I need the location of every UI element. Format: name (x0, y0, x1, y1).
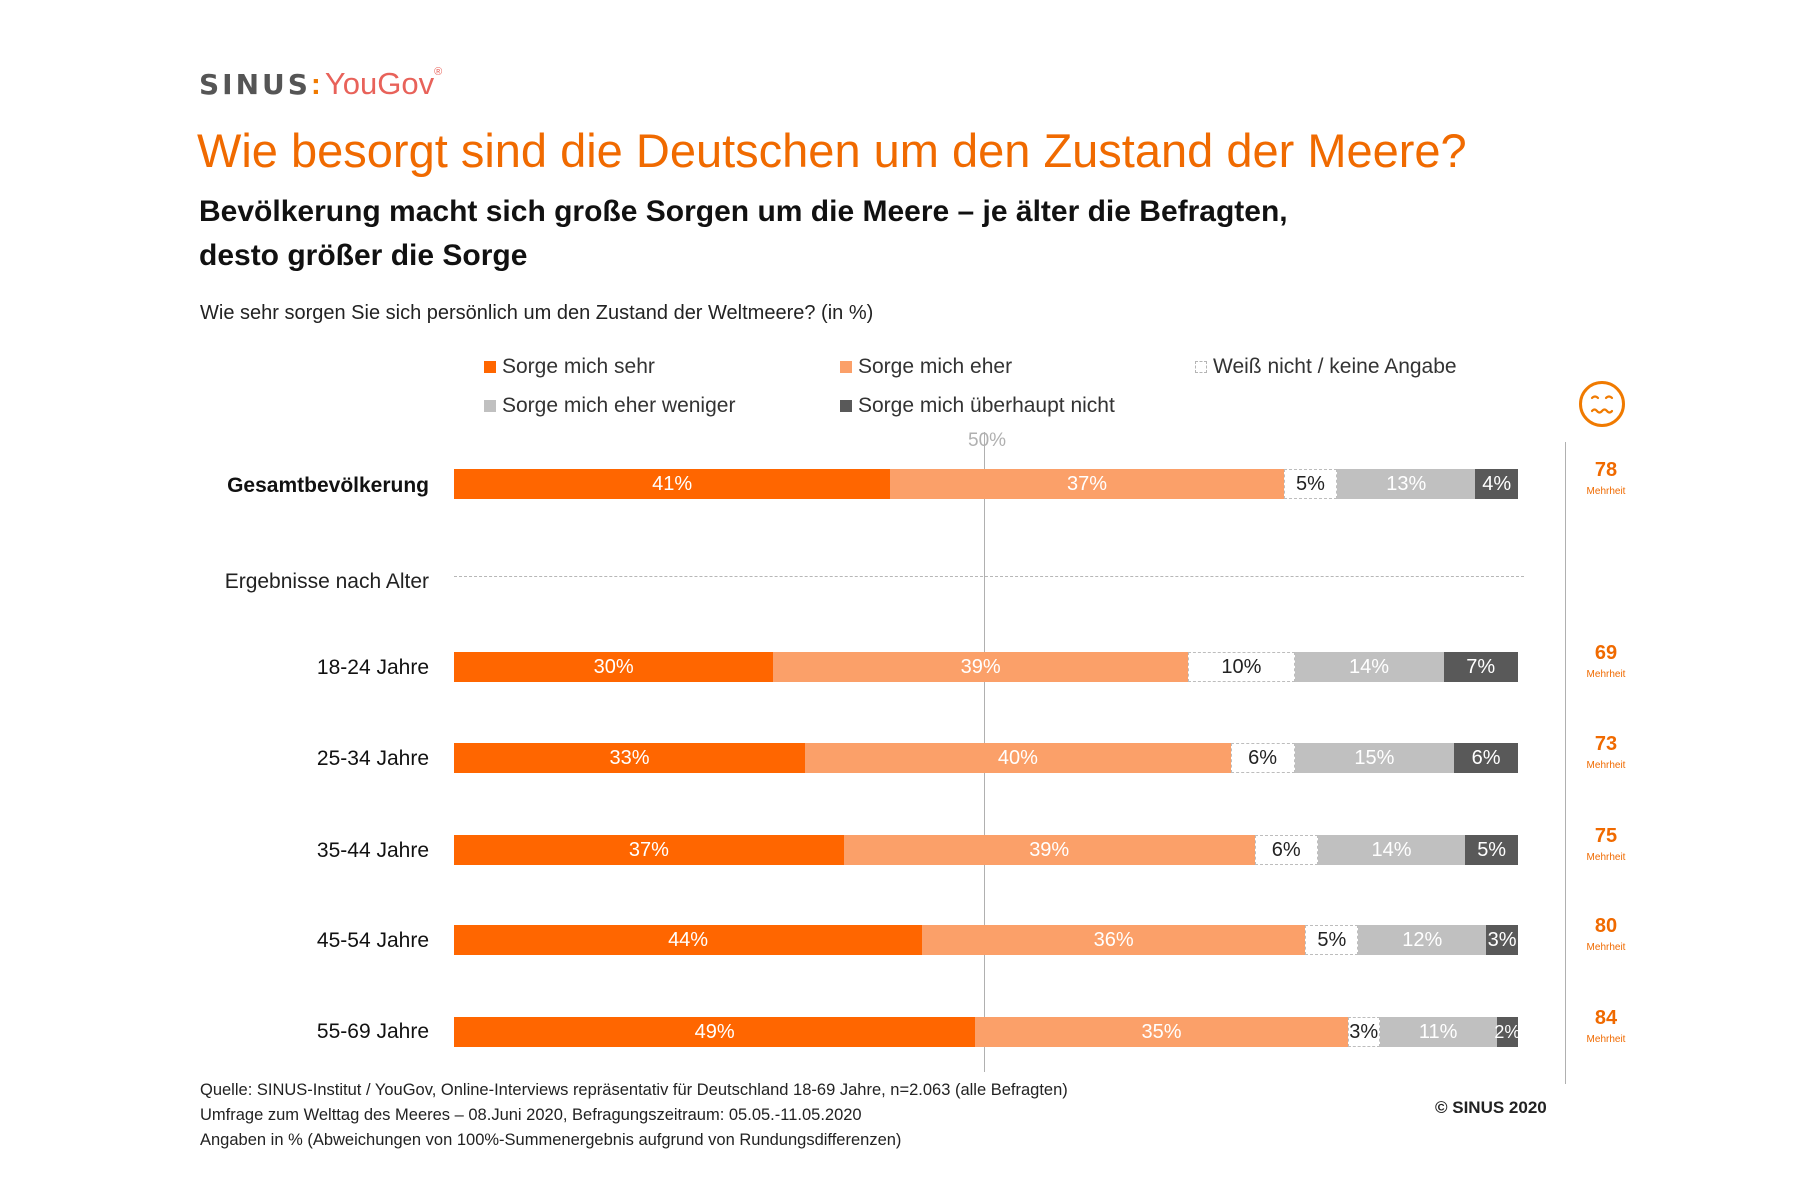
bar-segment-dk-row-1: 10% (1188, 652, 1295, 682)
legend-swatch-sehr (484, 361, 496, 373)
age-section-divider (454, 576, 1524, 577)
subtitle-line-1: Bevölkerung macht sich große Sorgen um d… (199, 195, 1288, 228)
bar-segment-sehr-row-0: 41% (454, 469, 891, 499)
legend-item-sehr: Sorge mich sehr (484, 355, 655, 379)
majority-value-row-0: 78 (1594, 459, 1618, 481)
bar-segment-eher-row-0: 37% (890, 469, 1284, 499)
sinus-yougov-logo: SINUS: YouGov® (199, 66, 442, 102)
bar-segment-sehr-row-2: 33% (454, 743, 806, 773)
worried-face-icon (1579, 381, 1625, 427)
legend-label-weniger: Sorge mich eher weniger (502, 394, 736, 417)
bar-segment-weniger-row-0: 13% (1337, 469, 1476, 499)
bar-segment-dk-row-4: 5% (1305, 925, 1359, 955)
bar-segment-eher-row-4: 36% (922, 925, 1306, 955)
source-line-3: Angaben in % (Abweichungen von 100%-Summ… (200, 1131, 902, 1149)
bar-segment-weniger-row-3: 14% (1317, 835, 1466, 865)
bar-segment-dk-row-5: 3% (1347, 1017, 1380, 1047)
row-label-45-54: 45-54 Jahre (316, 929, 429, 952)
bar-segment-eher-row-2: 40% (805, 743, 1231, 773)
bar-segment-eher-row-1: 39% (773, 652, 1189, 682)
bar-segment-weniger-row-4: 12% (1358, 925, 1487, 955)
legend-item-nicht: Sorge mich überhaupt nicht (840, 394, 1115, 418)
majority-value-row-4: 80 (1594, 915, 1618, 937)
legend-swatch-nicht (840, 400, 852, 412)
row-label-55-69: 55-69 Jahre (316, 1020, 429, 1043)
majority-label-row-5: Mehrheit (1586, 1034, 1626, 1045)
bar-segment-sehr-row-1: 30% (454, 652, 774, 682)
bar-segment-nicht-row-3: 5% (1465, 835, 1518, 865)
majority-value-row-1: 69 (1594, 642, 1618, 664)
logo-registered: ® (434, 66, 443, 78)
survey-question: Wie sehr sorgen Sie sich persönlich um d… (200, 302, 874, 324)
row-label-25-34: 25-34 Jahre (316, 747, 429, 770)
legend-swatch-eher (840, 361, 852, 373)
legend-label-nicht: Sorge mich überhaupt nicht (858, 394, 1115, 417)
bar-segment-eher-row-3: 39% (843, 835, 1255, 865)
row-label-35-44: 35-44 Jahre (316, 839, 429, 862)
majority-column-divider (1565, 442, 1566, 1084)
bar-segment-nicht-row-1: 7% (1443, 652, 1518, 682)
bar-segment-weniger-row-5: 11% (1379, 1017, 1497, 1047)
bar-segment-dk-row-2: 6% (1230, 743, 1295, 773)
majority-label-row-1: Mehrheit (1586, 669, 1626, 680)
age-section-label: Ergebnisse nach Alter (224, 570, 429, 593)
source-line-2: Umfrage zum Welttag des Meeres – 08.Juni… (200, 1106, 862, 1124)
legend-item-eher: Sorge mich eher (840, 355, 1012, 379)
logo-colon: : (310, 68, 321, 101)
legend-label-eher: Sorge mich eher (858, 355, 1013, 378)
majority-label-row-3: Mehrheit (1586, 852, 1626, 863)
bar-segment-sehr-row-4: 44% (454, 925, 923, 955)
legend-item-dk: Weiß nicht / keine Angabe (1195, 355, 1457, 379)
legend-item-weniger: Sorge mich eher weniger (484, 394, 735, 418)
page-title: Wie besorgt sind die Deutschen um den Zu… (197, 124, 1467, 177)
legend-swatch-dk (1195, 361, 1207, 373)
bar-segment-nicht-row-4: 3% (1486, 925, 1518, 955)
bar-segment-nicht-row-2: 6% (1454, 743, 1518, 773)
bar-segment-dk-row-3: 6% (1254, 835, 1318, 865)
majority-label-row-4: Mehrheit (1586, 942, 1626, 953)
subtitle-line-2: desto größer die Sorge (199, 239, 528, 272)
majority-label-row-2: Mehrheit (1586, 760, 1626, 771)
bar-segment-dk-row-0: 5% (1283, 469, 1338, 499)
legend-label-sehr: Sorge mich sehr (502, 355, 655, 378)
row-label-18-24: 18-24 Jahre (316, 656, 429, 679)
majority-value-row-5: 84 (1594, 1007, 1618, 1029)
bar-segment-weniger-row-2: 15% (1294, 743, 1455, 773)
bar-segment-nicht-row-0: 4% (1475, 469, 1518, 499)
page-subtitle: Bevölkerung macht sich große Sorgen um d… (199, 190, 1288, 278)
logo-yougov: YouGov (324, 66, 435, 101)
bar-segment-sehr-row-3: 37% (454, 835, 844, 865)
copyright: © SINUS 2020 (1435, 1098, 1547, 1117)
source-line-1: Quelle: SINUS-Institut / YouGov, Online-… (200, 1081, 1068, 1099)
source-notes: Quelle: SINUS-Institut / YouGov, Online-… (200, 1078, 1068, 1153)
bar-segment-nicht-row-5: 2% (1494, 1017, 1520, 1047)
legend-label-dk: Weiß nicht / keine Angabe (1213, 355, 1457, 378)
majority-value-row-2: 73 (1594, 733, 1618, 755)
legend-swatch-weniger (484, 400, 496, 412)
reference-label-50: 50% (968, 430, 1007, 451)
logo-sinus: SINUS (199, 68, 311, 101)
row-label-gesamt: Gesamtbevölkerung (227, 474, 429, 497)
bar-segment-weniger-row-1: 14% (1294, 652, 1444, 682)
majority-value-row-3: 75 (1594, 825, 1618, 847)
bar-segment-sehr-row-5: 49% (454, 1017, 976, 1047)
bar-segment-eher-row-5: 35% (975, 1017, 1348, 1047)
majority-label-row-0: Mehrheit (1586, 486, 1626, 497)
